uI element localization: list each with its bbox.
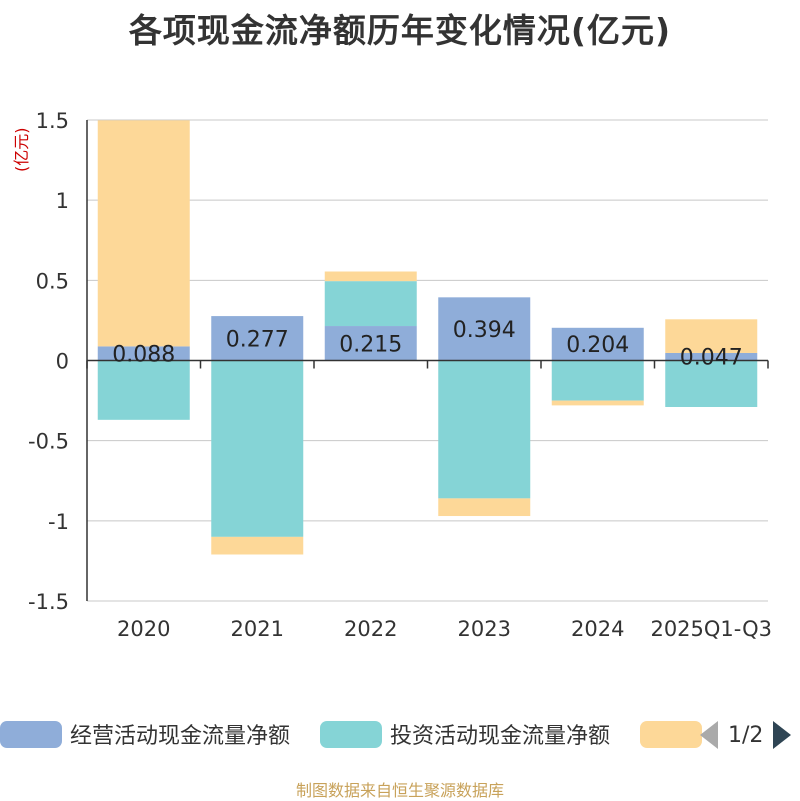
y-tick-label: 0 [56,350,69,374]
legend-label-operating: 经营活动现金流量净额 [70,724,291,749]
legend-page-indicator: 1/2 [728,722,764,748]
bar-series1-2025Q1-Q3 [665,360,758,407]
x-tick-label: 2021 [231,617,284,641]
data-label-operating: 0.215 [339,332,402,357]
x-tick-label: 2024 [571,617,624,641]
y-tick-label: 0.5 [36,269,69,293]
chart-title: 各项现金流净额历年变化情况(亿元) [128,11,672,50]
legend: 经营活动现金流量净额 投资活动现金流量净额 1/2 [0,712,800,756]
data-label-operating: 0.204 [566,333,629,358]
legend-prev-page-icon[interactable] [700,721,718,749]
chart-canvas: -1.5 -1 -0.5 0 0.5 1 1.5 2020 2021 2022 2023 2024 20… [28,109,772,641]
y-tick-label: -0.5 [28,430,69,454]
data-label-operating: 0.394 [453,318,516,343]
bar-series2-2024 [551,400,644,406]
legend-pager: 1/2 [700,720,792,750]
bar-series1-2021 [211,360,304,537]
y-tick-label: -1.5 [28,590,69,614]
x-tick-label: 2025Q1-Q3 [650,617,772,641]
bar-series0-2022 [324,326,417,361]
bar-series0-2025Q1-Q3 [665,352,758,361]
bar-series2-2021 [211,536,304,555]
bar-series1-2023 [438,360,531,499]
legend-swatch-operating [0,720,62,748]
legend-item-financing[interactable] [640,712,710,756]
x-tick-label: 2023 [458,617,511,641]
x-tick-label: 2020 [117,617,170,641]
bar-series0-2023 [438,297,531,361]
data-label-operating: 0.047 [680,346,743,371]
data-source-note: 制图数据来自恒生聚源数据库 [295,781,504,800]
x-tick-label: 2022 [344,617,397,641]
y-tick-label: 1 [56,189,69,213]
legend-swatch-investing [320,720,382,748]
bar-series1-2022 [324,281,417,327]
data-label-operating: 0.277 [226,327,289,352]
bar-series2-2025Q1-Q3 [665,319,758,353]
y-tick-label: -1 [48,510,69,534]
bar-series0-2020 [97,346,190,361]
bar-series1-2020 [97,360,190,420]
legend-next-page-icon[interactable] [773,721,792,749]
legend-swatch-financing [640,720,702,748]
bar-series1-2024 [551,360,644,401]
bar-series2-2023 [438,498,531,517]
bar-series2-2020 [97,120,190,347]
data-label-operating: 0.088 [112,342,175,367]
y-tick-label: 1.5 [36,109,69,133]
bar-series0-2024 [551,327,644,361]
legend-label-investing: 投资活动现金流量净额 [390,724,611,749]
legend-item-investing[interactable]: 投资活动现金流量净额 [320,712,610,756]
legend-item-operating[interactable]: 经营活动现金流量净额 [0,712,290,756]
bar-series2-2022 [324,271,417,282]
bar-series0-2021 [211,316,304,361]
